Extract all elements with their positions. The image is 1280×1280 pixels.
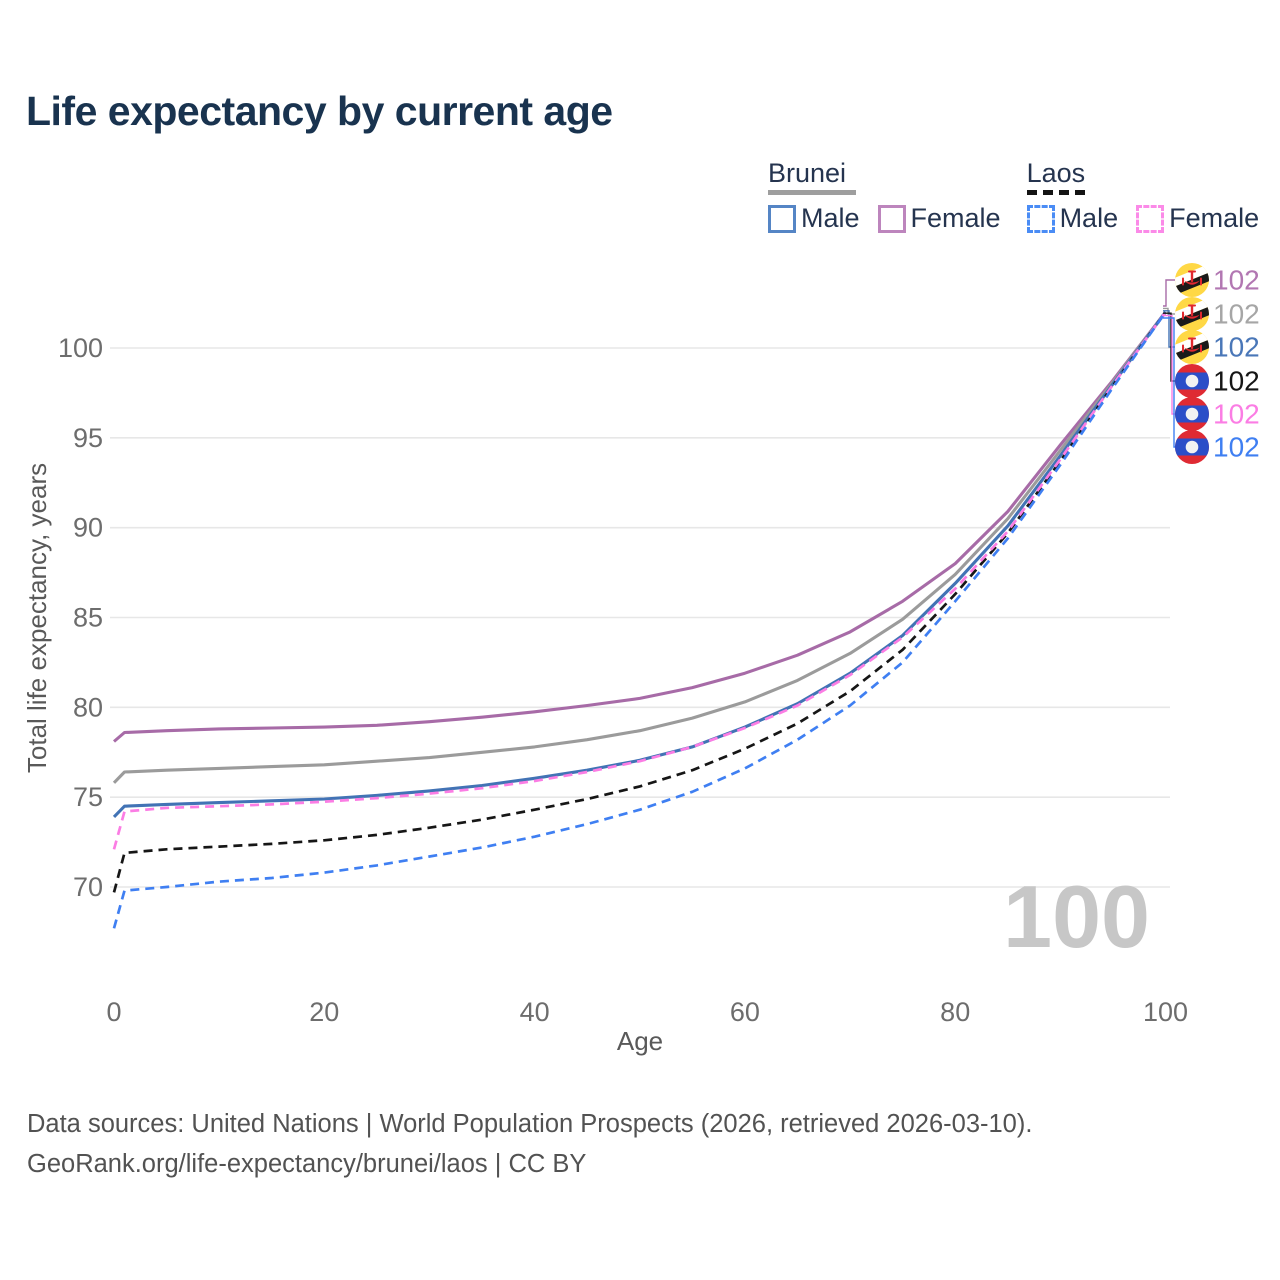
end-value-label: 102	[1213, 432, 1260, 463]
series-line-laos-male	[112, 311, 1167, 929]
legend-item-label: Male	[801, 203, 860, 233]
legend-items-brunei: Male Female	[768, 203, 1001, 234]
leader-line	[1163, 279, 1175, 307]
brunei-line-style-swatch	[768, 190, 856, 195]
brunei-male-checkbox[interactable]	[768, 204, 796, 233]
legend-item-label: Male	[1059, 203, 1119, 233]
end-value-label: 102	[1213, 332, 1260, 363]
series-line-laos-both-sexes	[112, 311, 1167, 893]
end-value-label: 102	[1213, 265, 1260, 296]
brunei-female-checkbox[interactable]	[877, 204, 906, 233]
series-line-brunei-female	[112, 311, 1167, 743]
series-line-laos-female	[112, 311, 1167, 850]
series-line-brunei-both-sexes	[112, 311, 1167, 784]
legend-country-label: Laos	[1026, 158, 1086, 188]
series-line-brunei-male	[112, 311, 1167, 818]
watermark-age: 100	[1003, 867, 1150, 966]
legend-item-laos-male[interactable]: Male	[1026, 203, 1119, 234]
legend-group-laos: Laos Male Female	[1026, 158, 1260, 234]
page-title: Life expectancy by current age	[26, 88, 613, 134]
footer: Data sources: United Nations | World Pop…	[27, 1104, 1032, 1184]
y-tick-label: 100	[58, 333, 103, 363]
brunei-flag-icon	[1175, 263, 1209, 297]
laos-female-checkbox[interactable]	[1136, 204, 1165, 233]
laos-flag-icon	[1175, 430, 1209, 464]
legend-item-laos-female[interactable]: Female	[1136, 203, 1259, 234]
legend-items-laos: Male Female	[1026, 203, 1259, 234]
x-tick-label: 20	[309, 997, 339, 1027]
end-value-label: 102	[1213, 399, 1260, 430]
x-tick-label: 100	[1143, 997, 1188, 1027]
laos-flag-icon	[1175, 364, 1209, 398]
legend-item-brunei-female[interactable]: Female	[877, 203, 1001, 234]
y-tick-label: 90	[73, 513, 103, 543]
leader-line	[1163, 312, 1175, 382]
y-tick-label: 95	[73, 423, 103, 453]
legend-country-laos[interactable]: Laos	[1026, 158, 1260, 195]
legend-group-brunei: Brunei Male Female	[768, 158, 1001, 234]
brunei-flag-icon	[1175, 297, 1209, 331]
x-tick-label: 40	[520, 997, 550, 1027]
y-tick-label: 75	[73, 782, 103, 812]
legend: Brunei Male Female Laos Male	[768, 158, 1259, 234]
data-sources-line: Data sources: United Nations | World Pop…	[27, 1110, 1033, 1138]
legend-country-brunei[interactable]: Brunei	[768, 158, 1001, 195]
legend-item-label: Female	[1169, 203, 1260, 233]
x-tick-label: 80	[940, 997, 970, 1027]
brunei-flag-icon	[1175, 330, 1209, 364]
laos-line-style-swatch	[1026, 190, 1085, 195]
x-axis-title: Age	[617, 1026, 663, 1056]
y-tick-label: 85	[73, 603, 103, 633]
attribution-line: GeoRank.org/life-expectancy/brunei/laos …	[27, 1150, 587, 1178]
legend-country-label: Brunei	[768, 158, 847, 188]
legend-item-label: Female	[910, 203, 1001, 233]
laos-male-checkbox[interactable]	[1026, 204, 1055, 233]
leader-line	[1163, 317, 1175, 448]
x-tick-label: 0	[106, 997, 121, 1027]
laos-flag-icon	[1175, 397, 1209, 431]
end-value-label: 102	[1213, 299, 1260, 330]
y-axis-title: Total life expectancy, years	[22, 463, 52, 773]
end-value-label: 102	[1213, 366, 1260, 397]
legend-item-brunei-male[interactable]: Male	[768, 203, 860, 234]
y-tick-label: 80	[73, 692, 103, 722]
x-tick-label: 60	[730, 997, 760, 1027]
y-tick-label: 70	[73, 872, 103, 902]
